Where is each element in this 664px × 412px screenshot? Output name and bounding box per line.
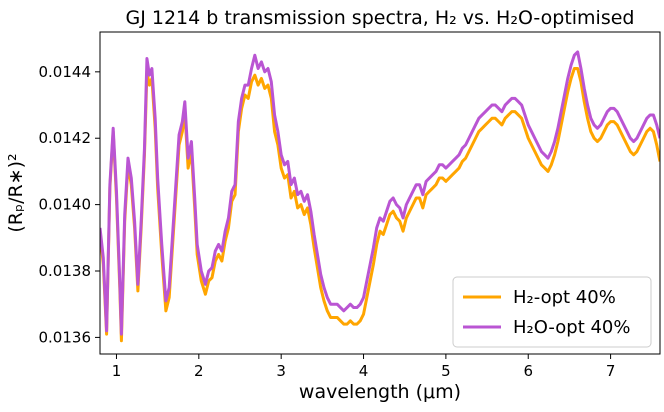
series-line-2	[100, 50, 660, 336]
y-tick-label: 0.0138	[39, 262, 92, 280]
x-tick-label: 1	[112, 362, 122, 380]
x-tick-label: 5	[441, 362, 451, 380]
legend-box	[452, 276, 652, 348]
x-tick-label: 7	[606, 362, 616, 380]
x-axis-label: wavelength (μm)	[299, 381, 461, 403]
x-tick-label: 3	[276, 362, 286, 380]
legend-label: H₂O-opt 40%	[513, 317, 630, 338]
legend: H₂-opt 40% H₂O-opt 40%	[452, 276, 652, 348]
x-tick-label: 6	[523, 362, 533, 380]
y-axis-label: (Rₚ/R∗)²	[5, 153, 27, 232]
plot-frame	[99, 31, 661, 355]
x-tick-label: 2	[194, 362, 204, 380]
y-tick-label: 0.0140	[39, 196, 92, 214]
y-tick-label: 0.0144	[39, 63, 92, 81]
y-tick-label: 0.0142	[39, 129, 92, 147]
x-tick-label: 4	[359, 362, 369, 380]
chart-title: GJ 1214 b transmission spectra, H₂ vs. H…	[126, 7, 635, 29]
plot-area: 1 2 3 4 5 6 7 0.0136 0.0138 0.0140 0.0142 0.0144	[39, 50, 660, 380]
legend-label: H₂-opt 40%	[513, 287, 616, 308]
y-tick-label: 0.0136	[39, 328, 92, 346]
